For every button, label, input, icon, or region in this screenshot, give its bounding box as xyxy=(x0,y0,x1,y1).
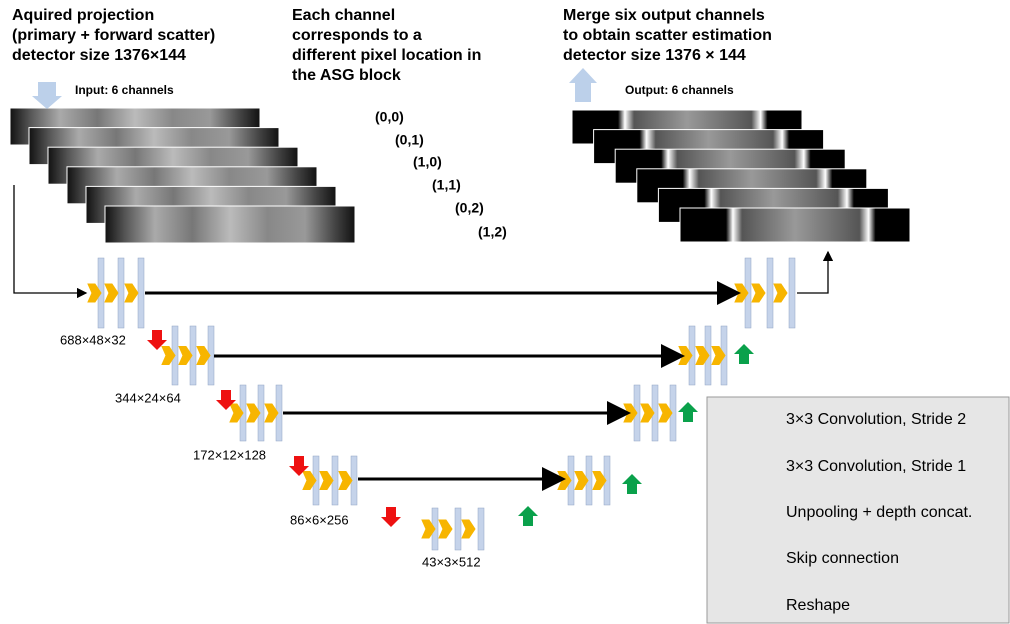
feature-map xyxy=(789,258,795,328)
feature-map xyxy=(478,508,484,550)
output-note: detector size 1376 × 144 xyxy=(563,47,746,64)
pixel-location: (1,1) xyxy=(432,177,461,193)
feature-map xyxy=(455,508,461,550)
feature-map xyxy=(767,258,773,328)
output-note: Merge six output channels xyxy=(563,7,765,24)
legend-label: Skip connection xyxy=(786,550,899,567)
input-note: Aquired projection xyxy=(12,7,154,24)
feature-size: 172×12×128 xyxy=(193,447,266,462)
output-note: to obtain scatter estimation xyxy=(563,27,772,44)
conv-stride1 xyxy=(125,284,138,302)
conv-stride1 xyxy=(752,284,765,302)
feature-size: 86×6×256 xyxy=(290,512,349,527)
legend-label: 3×3 Convolution, Stride 2 xyxy=(786,411,966,428)
input-note: detector size 1376×144 xyxy=(12,47,186,64)
channel-note: corresponds to a xyxy=(292,27,422,44)
conv-stride1 xyxy=(339,472,352,490)
feature-size: 688×48×32 xyxy=(60,332,126,347)
feature-size: 43×3×512 xyxy=(422,554,481,569)
unpool xyxy=(734,344,754,364)
conv-stride1 xyxy=(462,520,475,538)
pixel-location: (1,2) xyxy=(478,224,507,240)
unpool xyxy=(518,506,538,526)
feature-map xyxy=(138,258,144,328)
conv-stride1 xyxy=(774,284,787,302)
legend-label: 3×3 Convolution, Stride 1 xyxy=(786,458,966,475)
conv-stride1 xyxy=(439,520,452,538)
unpool xyxy=(622,474,642,494)
unet-diagram: Aquired projection (primary + forward sc… xyxy=(0,0,1010,624)
legend-label: Reshape xyxy=(786,597,850,614)
connector xyxy=(797,252,828,293)
input-image xyxy=(105,206,355,243)
channel-note: Each channel xyxy=(292,7,395,24)
conv-stride1 xyxy=(320,472,333,490)
output-image xyxy=(680,208,910,242)
unpool xyxy=(678,402,698,422)
pixel-location: (1,0) xyxy=(413,154,442,170)
channel-note: the ASG block xyxy=(292,67,401,84)
conv-stride2 xyxy=(381,507,401,527)
legend-label: Unpooling + depth concat. xyxy=(786,504,972,521)
input-note: (primary + forward scatter) xyxy=(12,27,215,44)
feature-map xyxy=(118,258,124,328)
pixel-location: (0,1) xyxy=(395,132,424,148)
pixel-location: (0,0) xyxy=(375,109,404,125)
input-arrow xyxy=(32,82,62,109)
input-channels: Input: 6 channels xyxy=(75,83,174,97)
output-arrow xyxy=(569,68,597,102)
feature-size: 344×24×64 xyxy=(115,390,181,405)
output-channels: Output: 6 channels xyxy=(625,83,734,97)
channel-note: different pixel location in xyxy=(292,47,481,64)
conv-stride1 xyxy=(105,284,118,302)
pixel-location: (0,2) xyxy=(455,200,484,216)
